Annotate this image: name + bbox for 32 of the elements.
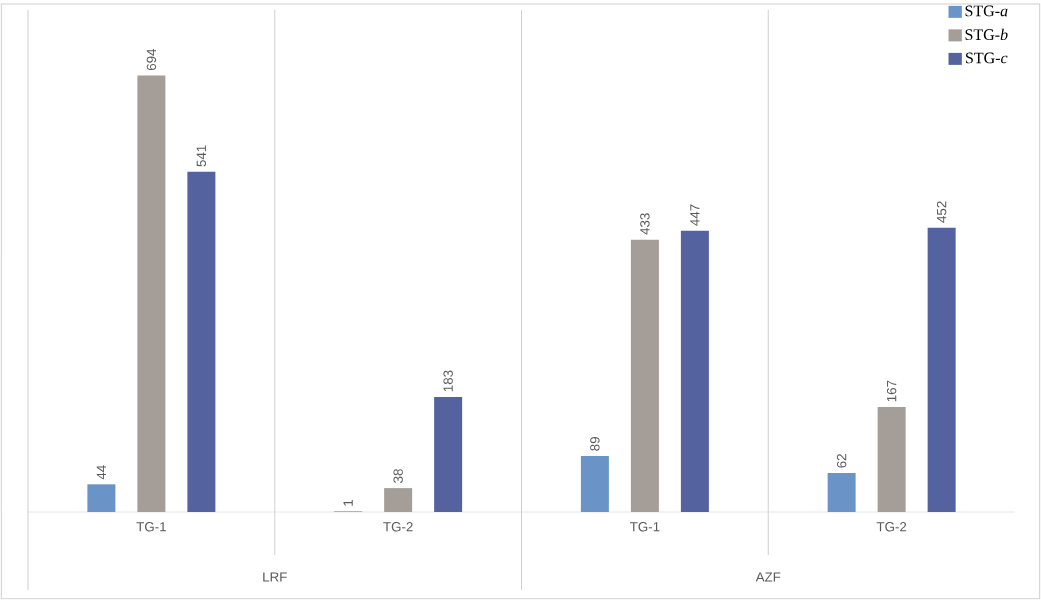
bar xyxy=(680,230,709,512)
x-tick-label: TG-1 xyxy=(136,522,166,532)
data-label: 452 xyxy=(936,201,947,223)
data-label: 541 xyxy=(196,145,207,167)
data-label: 167 xyxy=(886,380,897,402)
bar xyxy=(434,396,463,512)
data-label: 447 xyxy=(690,204,700,226)
bar xyxy=(630,239,659,512)
bar xyxy=(827,473,856,512)
data-label: 183 xyxy=(443,370,453,392)
x-tick-label: TG-1 xyxy=(629,522,660,532)
text: AZF xyxy=(755,572,781,582)
data-label: 694 xyxy=(146,48,157,71)
data-label: 433 xyxy=(640,213,650,235)
bar xyxy=(580,456,609,512)
bar xyxy=(187,171,216,512)
data-label: 89 xyxy=(590,437,600,451)
text: LRF xyxy=(263,572,287,582)
bar xyxy=(877,406,906,512)
data-label: 1 xyxy=(343,499,353,506)
bar xyxy=(87,484,116,512)
data-label: 38 xyxy=(393,469,403,483)
legend-label: STG-c xyxy=(966,52,1008,64)
bar xyxy=(384,488,413,512)
data-label: 44 xyxy=(96,465,106,480)
legend-label: STG-a xyxy=(965,5,1008,17)
x-tick-label: TG-2 xyxy=(383,522,413,532)
x-tick-label: TG-2 xyxy=(876,522,907,532)
bar xyxy=(927,227,956,512)
bar xyxy=(137,75,166,512)
legend-label: STG-b xyxy=(965,28,1008,41)
data-label: 62 xyxy=(836,454,847,468)
